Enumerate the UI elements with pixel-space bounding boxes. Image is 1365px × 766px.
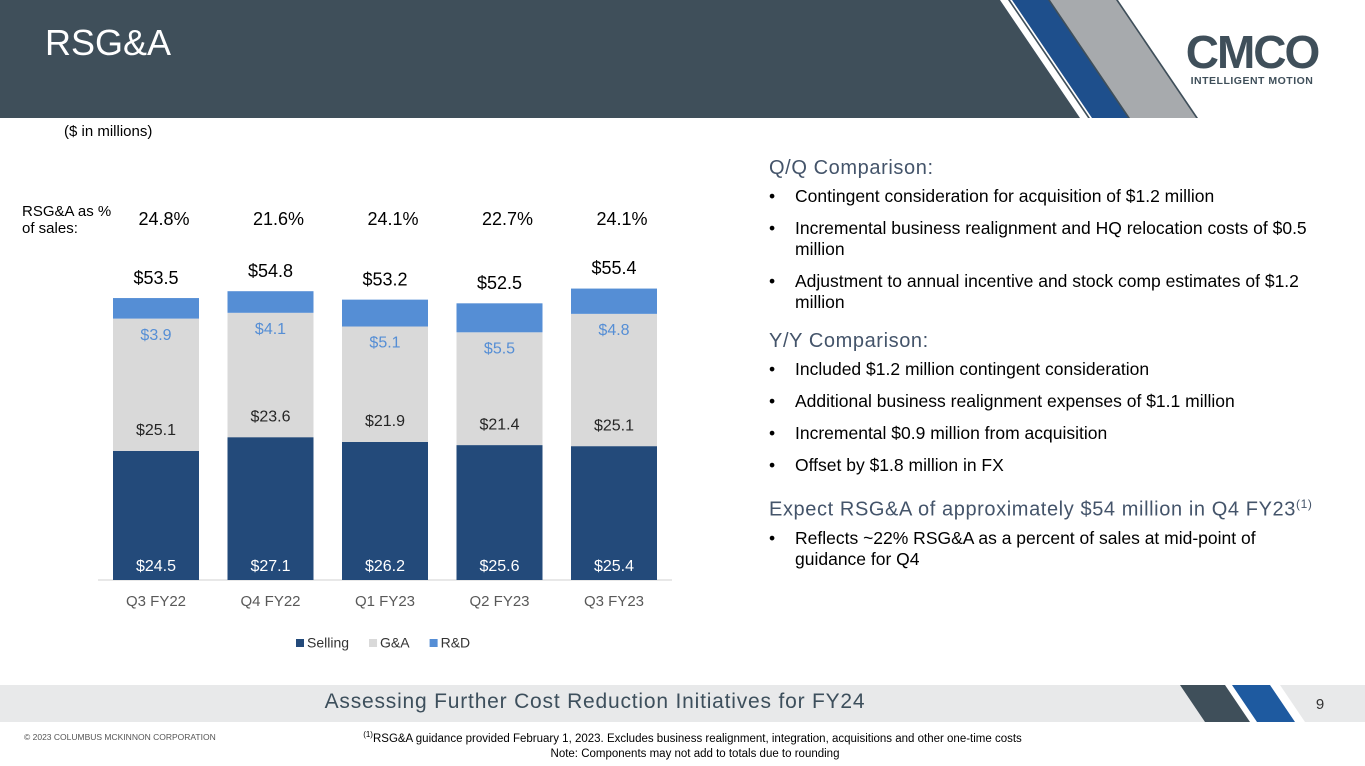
section: Q/Q Comparison: Contingent consideration …	[769, 156, 1314, 313]
percent-row-label: RSG&A as % of sales:	[22, 203, 112, 237]
banner-band	[0, 685, 1210, 722]
bar-segment	[227, 291, 314, 313]
section-heading: Expect RSG&A of approximately $54 millio…	[769, 492, 1314, 522]
data-label: $5.1	[369, 335, 400, 352]
data-label: $21.4	[479, 416, 519, 433]
bar-segment	[456, 445, 543, 580]
x-tick-label: Q4 FY22	[240, 593, 300, 610]
page-box	[1280, 685, 1365, 722]
data-label: $4.8	[598, 322, 629, 339]
bullet: Reflects ~22% RSG&A as a percent of sale…	[769, 528, 1314, 570]
plot: $24.5 $25.1 $3.9 $53.5 24.8% Q3 FY22 $27.1 $23.…	[98, 209, 672, 651]
copyright: © 2023 COLUMBUS MCKINNON CORPORATION	[24, 732, 216, 742]
section-heading: Y/Y Comparison:	[769, 329, 1314, 353]
logo-name: CMCO	[1186, 26, 1319, 78]
bar-segment	[113, 318, 199, 451]
heading-text: Y/Y Comparison:	[769, 330, 929, 352]
bar-segment	[571, 313, 657, 447]
section: Expect RSG&A of approximately $54 millio…	[769, 492, 1314, 570]
legend-swatch	[429, 639, 438, 647]
footnote-mark: (1)	[363, 730, 373, 739]
bullet: Adjustment to annual incentive and stock…	[769, 271, 1314, 313]
data-label: $25.1	[136, 422, 176, 439]
bar-segment	[227, 312, 314, 438]
stripe	[1012, 0, 1128, 118]
total-label: $54.8	[248, 261, 293, 281]
bullet: Offset by $1.8 million in FX	[769, 455, 1314, 476]
percent-label: 21.6%	[253, 209, 304, 229]
data-label: $25.6	[479, 558, 519, 575]
data-label: $25.4	[594, 558, 634, 575]
legend-label: Selling	[307, 635, 349, 651]
data-label: $25.1	[594, 417, 634, 434]
bar-segment	[113, 298, 199, 319]
bar-segment	[227, 437, 314, 580]
bar-segment	[571, 446, 657, 580]
section: Y/Y Comparison: Included $1.2 million con…	[769, 329, 1314, 476]
bullet: Contingent consideration for acquisition…	[769, 186, 1314, 207]
percent-label: 24.1%	[596, 209, 647, 229]
data-label: $4.1	[255, 321, 286, 338]
heading-text: Expect RSG&A of approximately $54 millio…	[769, 498, 1296, 521]
note: Note: Components may not add to totals d…	[550, 748, 840, 760]
legend-swatch	[296, 639, 304, 647]
bar-segment	[342, 326, 428, 442]
data-label: $23.6	[250, 408, 290, 425]
bar-segment	[456, 303, 543, 333]
section-heading: Q/Q Comparison:	[769, 156, 1314, 180]
bar-segment	[113, 450, 199, 580]
banner: Assessing Further Cost Reduction Initiat…	[324, 690, 866, 713]
bullet-list: Reflects ~22% RSG&A as a percent of sale…	[769, 528, 1314, 570]
data-label: $5.5	[484, 341, 515, 358]
total-label: $52.5	[477, 273, 522, 293]
stripe	[1000, 0, 1088, 118]
x-tick-label: Q1 FY23	[355, 593, 415, 610]
data-label: $21.9	[365, 413, 405, 430]
total-label: $53.5	[133, 268, 178, 288]
stripe	[1232, 685, 1295, 722]
percent-label: 22.7%	[482, 209, 533, 229]
legend-label: R&D	[441, 635, 471, 651]
x-tick-label: Q2 FY23	[469, 593, 529, 610]
bar-segment	[571, 288, 657, 314]
footnote-text: RSG&A guidance provided February 1, 2023…	[372, 732, 1022, 745]
bar-segment	[456, 332, 543, 446]
stripe	[1180, 685, 1250, 722]
data-label: $27.1	[250, 558, 290, 575]
stripe	[1052, 0, 1196, 118]
bullet: Incremental business realignment and HQ …	[769, 218, 1314, 260]
percent-label: 24.8%	[138, 209, 189, 229]
bullet-list: Contingent consideration for acquisition…	[769, 186, 1314, 313]
legend-label: G&A	[380, 635, 410, 651]
total-label: $53.2	[362, 269, 407, 289]
bar-segment	[342, 441, 428, 580]
bullet: Included $1.2 million contingent conside…	[769, 359, 1314, 380]
heading-note: (1)	[1296, 497, 1313, 511]
commentary: Q/Q Comparison: Contingent consideration …	[769, 156, 1314, 586]
logo-tagline: INTELLIGENT MOTION	[1191, 75, 1314, 87]
x-tick-label: Q3 FY23	[584, 593, 644, 610]
bullet: Additional business realignment expenses…	[769, 391, 1314, 412]
page-number: 9	[1315, 696, 1325, 713]
x-tick-label: Q3 FY22	[126, 593, 186, 610]
data-label: $24.5	[136, 558, 176, 575]
data-label: $3.9	[140, 327, 171, 344]
heading-text: Q/Q Comparison:	[769, 157, 934, 179]
slide-title: RSG&A	[45, 22, 172, 63]
bullet-list: Included $1.2 million contingent conside…	[769, 359, 1314, 476]
legend-swatch	[369, 639, 378, 647]
data-label: $26.2	[365, 558, 405, 575]
percent-label: 24.1%	[367, 209, 418, 229]
bar-segment	[342, 299, 428, 327]
logo-panel	[1118, 0, 1365, 118]
footnote: (1)RSG&A guidance provided February 1, 2…	[0, 730, 1365, 745]
unit-note: ($ in millions)	[64, 123, 153, 140]
bullet: Incremental $0.9 million from acquisitio…	[769, 423, 1314, 444]
total-label: $55.4	[591, 258, 636, 278]
